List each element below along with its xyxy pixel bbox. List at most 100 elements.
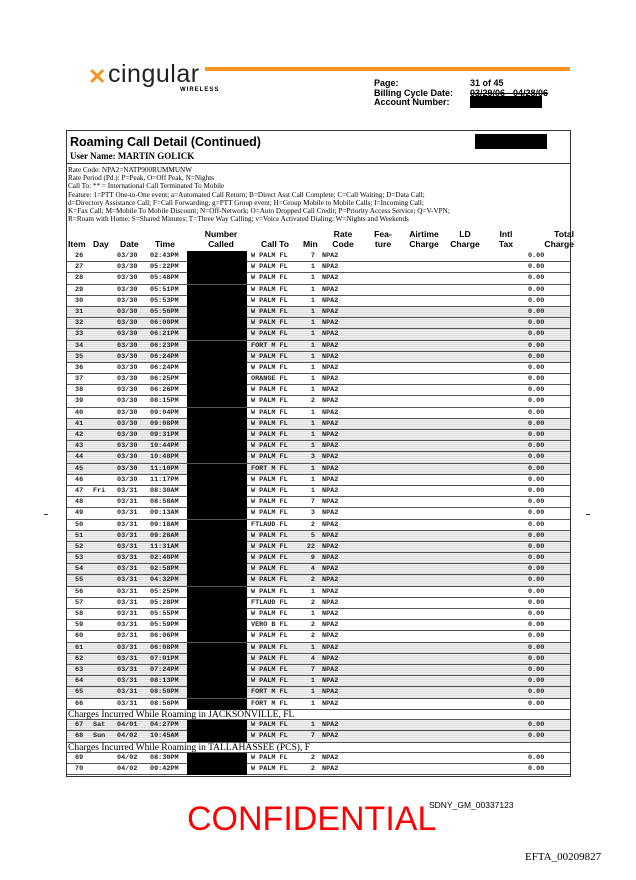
cell-rate-code: NPA2 — [322, 486, 339, 495]
cell-item: 50 — [75, 520, 84, 529]
cell-date: 03/30 — [117, 397, 138, 406]
col-feature: Fea- ture — [374, 229, 392, 249]
cell-date: 03/31 — [117, 565, 138, 574]
table-row: 46 03/30 11:17PM W PALM FL 1 NPA2 0.00 — [67, 474, 570, 486]
legend-line: Call To: ** = International Call Termina… — [68, 182, 225, 191]
cell-call-to: W PALM FL — [251, 732, 288, 741]
cell-item: 33 — [75, 330, 84, 339]
table-row: 48 03/31 08:58AM W PALM FL 7 NPA2 0.00 — [67, 497, 570, 509]
cell-time: 05:53PM — [150, 296, 179, 305]
cell-date: 03/31 — [117, 665, 138, 674]
cell-item: 39 — [75, 397, 84, 406]
cell-call-to: W PALM FL — [251, 263, 288, 272]
col-intl-tax: Intl Tax — [498, 229, 514, 249]
cell-call-to: FORT M FL — [251, 688, 288, 697]
table-row: 34 03/30 06:23PM FORT M FL 1 NPA2 0.00 — [67, 340, 570, 352]
cell-item: 51 — [75, 531, 84, 540]
redacted-number-called — [187, 631, 247, 643]
cell-call-to: W PALM FL — [251, 565, 288, 574]
cell-total-charge: 0.00 — [528, 509, 545, 518]
cell-rate-code: NPA2 — [322, 677, 339, 686]
cell-time: 07:24PM — [150, 665, 179, 674]
cell-time: 05:28PM — [150, 598, 179, 607]
cell-date: 03/31 — [117, 531, 138, 540]
cell-time: 07:01PM — [150, 654, 179, 663]
cell-time: 04:32PM — [150, 576, 179, 585]
cell-rate-code: NPA2 — [322, 688, 339, 697]
page-value: 31 of 45 — [470, 78, 504, 88]
table-row: 64 03/31 08:13PM W PALM FL 1 NPA2 0.00 — [67, 676, 570, 688]
cell-rate-code: NPA2 — [322, 732, 339, 741]
cell-total-charge: 0.00 — [528, 754, 545, 763]
cell-min: 1 — [310, 442, 315, 451]
cell-item: 55 — [75, 576, 84, 585]
col-call-to: Call To — [261, 239, 290, 249]
cell-call-to: W PALM FL — [251, 285, 288, 294]
cell-time: 09:04PM — [150, 408, 179, 417]
cell-total-charge: 0.00 — [528, 531, 545, 540]
cell-time: 06:08PM — [150, 643, 179, 652]
table-row: 57 03/31 05:28PM FTLAUD FL 2 NPA2 0.00 — [67, 597, 570, 609]
cell-item: 68 — [75, 732, 84, 741]
cell-total-charge: 0.00 — [528, 397, 545, 406]
cell-item: 49 — [75, 509, 84, 518]
cell-rate-code: NPA2 — [322, 464, 339, 473]
table-row: 38 03/30 06:26PM W PALM FL 1 NPA2 0.00 — [67, 385, 570, 397]
cell-time: 05:55PM — [150, 610, 179, 618]
cell-date: 03/30 — [117, 252, 138, 260]
cell-item: 56 — [75, 587, 84, 596]
cell-time: 05:59PM — [150, 621, 179, 630]
cell-date: 03/30 — [117, 408, 138, 417]
cell-call-to: W PALM FL — [251, 654, 288, 663]
cell-min: 1 — [310, 363, 315, 372]
cell-min: 1 — [310, 375, 315, 384]
title-band — [66, 130, 571, 164]
cell-rate-code: NPA2 — [322, 419, 339, 428]
cell-total-charge: 0.00 — [528, 274, 545, 283]
table-row: 27 03/30 05:22PM W PALM FL 1 NPA2 0.00 — [67, 262, 570, 274]
table-row: 36 03/30 06:24PM W PALM FL 1 NPA2 0.00 — [67, 362, 570, 375]
table-row: 59 03/31 05:59PM VERO B FL 2 NPA2 0.00 — [67, 620, 570, 632]
cell-rate-code: NPA2 — [322, 352, 339, 361]
cell-min: 22 — [306, 542, 315, 551]
cell-rate-code: NPA2 — [322, 453, 339, 462]
cell-call-to: W PALM FL — [251, 765, 288, 774]
cell-min: 1 — [310, 486, 315, 495]
cell-time: 08:30AM — [150, 486, 179, 495]
cell-time: 05:56PM — [150, 307, 179, 316]
cell-date: 03/31 — [117, 554, 138, 563]
cell-time: 08:15PM — [150, 397, 179, 406]
cell-min: 2 — [310, 520, 315, 529]
cell-item: 70 — [75, 765, 84, 774]
legend-line: Rate Code: NPA2=NATP900RUMMUNW — [68, 166, 192, 174]
redacted-number-called — [187, 564, 247, 576]
cell-rate-code: NPA2 — [322, 263, 339, 272]
cell-total-charge: 0.00 — [528, 453, 545, 462]
cell-time: 04:27PM — [150, 721, 179, 730]
cell-rate-code: NPA2 — [322, 643, 339, 652]
margin-mark — [44, 514, 48, 515]
cell-item: 26 — [75, 252, 84, 260]
cell-time: 06:23PM — [150, 341, 179, 350]
cell-call-to: W PALM FL — [251, 665, 288, 674]
cell-min: 1 — [310, 307, 315, 316]
cell-time: 06:25PM — [150, 375, 179, 384]
redacted-number-called — [187, 251, 247, 262]
cell-call-to: W PALM FL — [251, 307, 288, 316]
cell-date: 03/30 — [117, 475, 138, 484]
cell-rate-code: NPA2 — [322, 319, 339, 328]
redacted-number-called — [187, 764, 247, 776]
cell-item: 53 — [75, 554, 84, 563]
cell-item: 32 — [75, 319, 84, 328]
cell-rate-code: NPA2 — [322, 565, 339, 574]
cell-item: 65 — [75, 688, 84, 697]
cell-time: 02:43PM — [150, 252, 179, 260]
cell-rate-code: NPA2 — [322, 654, 339, 663]
cell-total-charge: 0.00 — [528, 610, 545, 618]
cell-min: 1 — [310, 319, 315, 328]
cell-min: 4 — [310, 565, 315, 574]
cell-item: 67 — [75, 721, 84, 730]
cell-call-to: W PALM FL — [251, 431, 288, 439]
redacted-number-called — [187, 362, 247, 374]
table-row: 69 04/02 08:30PM W PALM FL 2 NPA2 0.00 — [67, 753, 570, 765]
